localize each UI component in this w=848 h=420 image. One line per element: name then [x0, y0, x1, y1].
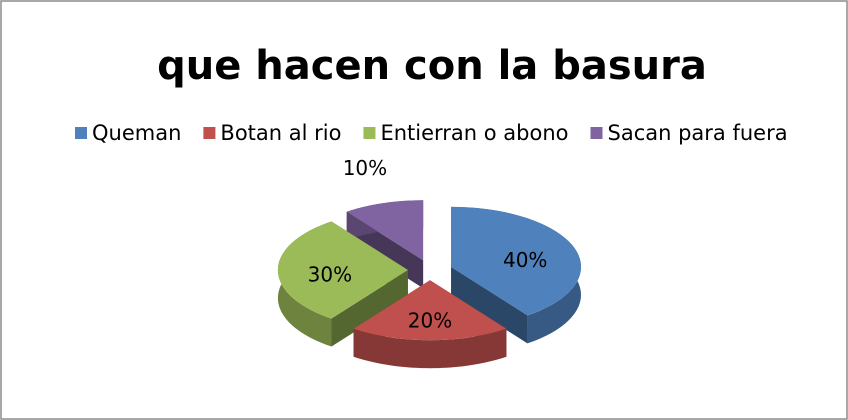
pie-slice — [353, 280, 507, 369]
data-label: 10% — [343, 156, 387, 180]
pie-slice — [277, 221, 408, 347]
legend-label: Queman — [92, 121, 181, 145]
legend-swatch — [203, 127, 216, 139]
pie-slice — [451, 206, 582, 344]
legend-swatch — [363, 127, 376, 139]
slice-top — [353, 280, 507, 341]
data-label: 20% — [408, 309, 452, 333]
legend-swatch — [75, 127, 87, 139]
legend-label: Sacan para fuera — [608, 121, 788, 145]
data-label: 30% — [308, 263, 352, 287]
chart-title: que hacen con la basura — [157, 43, 707, 89]
slice-top — [346, 200, 424, 261]
slice-side — [331, 270, 408, 347]
data-label: 40% — [503, 248, 547, 272]
legend-label: Botan al rio — [220, 121, 341, 145]
slice-wall — [353, 328, 507, 369]
slice-top — [277, 221, 408, 319]
slice-side — [451, 266, 528, 344]
slice-top — [451, 206, 582, 316]
legend-label: Entierran o abono — [380, 121, 568, 145]
legend-swatch — [590, 127, 603, 139]
